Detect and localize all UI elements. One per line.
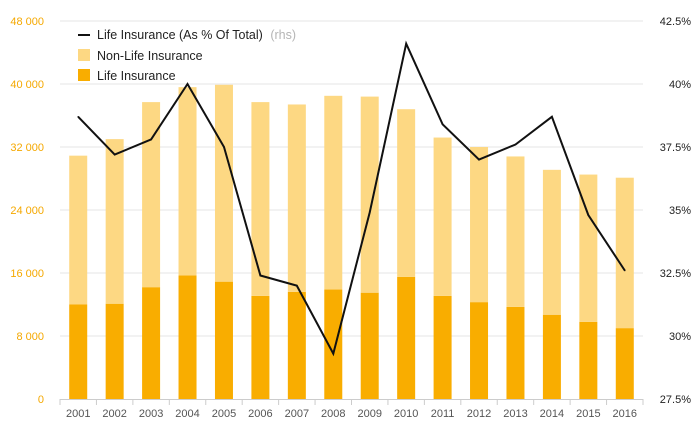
line-point-2013 [514,143,517,146]
y-right-tick-label: 30% [669,331,691,343]
line-point-2007 [296,284,298,287]
bar-life-2012 [470,302,489,399]
bar-nonlife-2013 [506,156,525,307]
x-tick-label: 2012 [467,408,491,420]
bar-nonlife-2015 [579,174,598,322]
bar-life-2007 [287,291,306,399]
line-point-2010 [405,42,407,45]
y-left-tick-label: 24 000 [10,205,44,217]
bar-life-2016 [615,328,634,399]
x-tick-label: 2010 [394,408,418,420]
x-tick-label: 2004 [175,408,199,420]
y-right-tick-label: 35% [669,205,691,217]
line-point-2002 [113,153,116,156]
bar-nonlife-2007 [287,104,306,292]
bar-nonlife-2002 [105,139,124,304]
bar-life-2005 [214,281,233,399]
legend-label-life: Life Insurance [97,69,176,83]
legend-item-life: Life Insurance [78,69,176,83]
bar-life-2003 [142,287,161,399]
bar-life-2004 [178,275,197,399]
line-point-2005 [223,146,225,148]
x-tick-label: 2006 [248,408,272,420]
bar-life-2009 [360,292,379,399]
bar-nonlife-2014 [542,169,561,315]
bar-nonlife-2010 [397,109,416,277]
bar-life-2011 [433,295,452,399]
legend-swatch-life [78,69,90,81]
line-life-pct [77,40,626,357]
y-left-tick-label: 48 000 [10,16,44,28]
line-point-2008 [332,352,335,355]
line-point-2001 [77,115,80,118]
line-point-2004 [186,83,189,85]
legend-swatch-nonlife [78,49,90,61]
x-tick-label: 2002 [102,408,126,420]
line-point-2003 [150,138,152,141]
bar-nonlife-2001 [69,155,88,305]
x-tick-label: 2008 [321,408,345,420]
bar-life-2015 [579,321,598,399]
x-tick-label: 2009 [357,408,381,420]
legend: Life Insurance (As % Of Total) (rhs) Non… [78,28,296,83]
bar-nonlife-2006 [251,102,270,296]
bar-life-2006 [251,295,270,399]
legend-item-line: Life Insurance (As % Of Total) (rhs) [78,28,296,42]
x-tick-label: 2005 [212,408,236,420]
bar-nonlife-2009 [360,96,379,293]
line-point-2006 [259,274,262,277]
bar-life-2013 [506,306,525,399]
x-tick-label: 2007 [285,408,309,420]
x-tick-label: 2016 [613,408,637,420]
y-left-tick-label: 8 000 [16,331,44,343]
line-point-2009 [368,211,371,214]
line-point-2015 [587,214,590,216]
legend-label-nonlife: Non-Life Insurance [97,49,203,63]
bar-life-2002 [105,303,124,399]
x-tick-label: 2003 [139,408,163,420]
bar-life-2014 [542,314,561,399]
y-right-tick-label: 32.5% [660,268,691,280]
axes: 2001 2002 2003 2004 2005 2006 2007 2008 2009 2010… [10,16,691,420]
y-right-tick-label: 42.5% [660,16,691,28]
y-left-tick-label: 0 [38,394,44,406]
y-right-tick-label: 40% [669,79,691,91]
line-point-2011 [441,123,444,126]
x-tick-label: 2013 [503,408,527,420]
bar-nonlife-2004 [178,87,197,276]
bar-life-2008 [324,289,343,399]
legend-item-nonlife: Non-Life Insurance [78,49,203,63]
x-tick-label: 2014 [540,408,564,420]
y-left-tick-label: 40 000 [10,79,44,91]
line-point-2016 [623,269,626,272]
line-point-2014 [551,115,553,118]
legend-label-line: Life Insurance (As % Of Total) (rhs) [97,28,296,42]
y-right-tick-label: 37.5% [660,142,691,154]
bar-nonlife-2008 [324,95,343,290]
bar-nonlife-2012 [470,147,489,303]
bars [69,84,634,399]
y-left-tick-label: 16 000 [10,268,44,280]
bar-nonlife-2005 [214,84,233,282]
bar-life-2010 [397,276,416,399]
x-tick-label: 2001 [66,408,90,420]
bar-nonlife-2011 [433,137,452,296]
line-series [77,40,626,357]
x-tick-label: 2015 [576,408,600,420]
legend-rhs-note: (rhs) [270,28,296,42]
bar-nonlife-2016 [615,177,634,329]
bar-life-2001 [69,304,88,399]
y-right-tick-label: 27.5% [660,394,691,406]
line-point-2012 [478,158,480,161]
x-tick-label: 2011 [431,408,455,420]
y-left-tick-label: 32 000 [10,142,44,154]
bar-nonlife-2003 [142,102,161,288]
